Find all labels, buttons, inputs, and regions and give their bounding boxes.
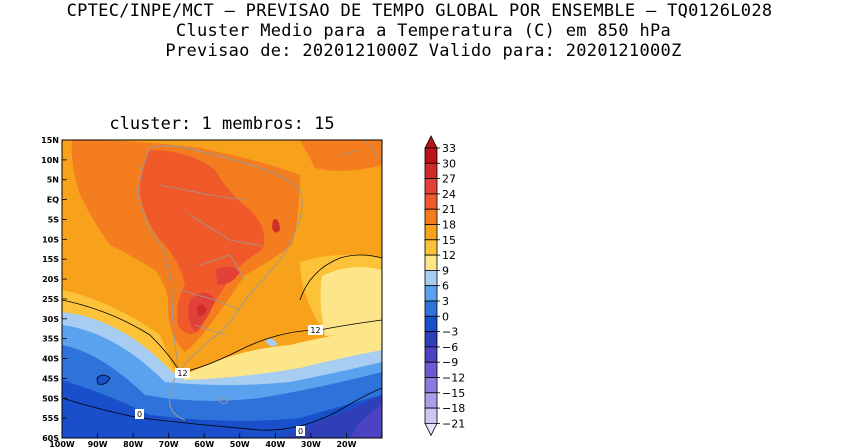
colorbar-label: 15 — [442, 234, 456, 247]
field-30-33-northeast — [272, 219, 280, 233]
lon-tick-label: 40W — [265, 440, 285, 448]
colorbar-label: −21 — [442, 417, 465, 430]
svg-text:12: 12 — [177, 369, 187, 378]
svg-text:0: 0 — [137, 410, 142, 419]
colorbar-swatch — [424, 331, 438, 348]
colorbar-swatch — [424, 224, 438, 241]
country-borders — [159, 184, 263, 336]
falklands-outline — [217, 398, 229, 404]
lake-patch — [265, 338, 278, 347]
field-21-24-northeast — [300, 140, 382, 171]
colorbar-bottom-arrow — [424, 423, 438, 437]
contour-label-12b: 12 — [175, 368, 190, 378]
colorbar-swatch — [424, 285, 438, 302]
field-minus9-minus6 — [350, 405, 382, 438]
colorbar-swatch — [424, 407, 438, 424]
colorbar-top-arrow — [424, 135, 438, 149]
field-27-30-chaco — [215, 266, 240, 285]
colorbar-swatch — [424, 315, 438, 332]
colorbar-swatch — [424, 178, 438, 195]
colorbar-label: −18 — [442, 402, 465, 415]
colorbar-label: 27 — [442, 173, 456, 186]
colorbar-swatch — [424, 361, 438, 378]
colorbar-label: 12 — [442, 249, 456, 262]
lat-tick-label: 55S — [42, 414, 59, 423]
colorbar-swatch — [424, 147, 438, 164]
lon-tick-label: 80W — [123, 440, 143, 448]
lat-tick-label: 50S — [42, 394, 59, 403]
lat-tick-label: 60S — [42, 434, 59, 443]
lat-tick-label: 10N — [41, 156, 59, 165]
lat-tick-label: 5N — [47, 176, 59, 185]
header-title-line1: CPTEC/INPE/MCT – PREVISAO DE TEMPO GLOBA… — [66, 1, 773, 21]
lat-tick-label: 40S — [42, 355, 59, 364]
colorbar-swatch — [424, 208, 438, 225]
map-field — [62, 140, 382, 438]
lon-tick-label: 60W — [194, 440, 214, 448]
field-30-33-land — [197, 304, 207, 317]
colorbar-label: 6 — [442, 280, 449, 293]
colorbar-label: 33 — [442, 142, 456, 155]
header-title-line3: Previsao de: 2020121000Z Valido para: 20… — [165, 41, 682, 61]
africa-coast — [339, 140, 381, 161]
colorbar-label: 30 — [442, 157, 456, 170]
colorbar-label: 3 — [442, 295, 449, 308]
svg-text:0: 0 — [298, 427, 303, 436]
temperature-map: 12 12 0 0 15N 10N 5N EQ 5S 10S 15S 20S 25S 30S 35S… — [41, 135, 465, 448]
lat-tick-label: EQ — [47, 196, 59, 205]
colorbar-label: −12 — [442, 372, 465, 385]
lon-tick-label: 30W — [301, 440, 321, 448]
contour-12-east — [299, 254, 382, 301]
lon-tick-label: 100W — [49, 440, 75, 448]
latitude-tick-labels: 15N 10N 5N EQ 5S 10S 15S 20S 25S 30S 35S 40S 45S 50S 5… — [41, 136, 67, 443]
colorbar-swatch — [424, 239, 438, 256]
lat-tick-label: 15S — [42, 255, 59, 264]
colorbar-label: −15 — [442, 387, 465, 400]
lon-tick-label: 70W — [159, 440, 179, 448]
field-24-27-land — [139, 150, 265, 334]
lat-tick-label: 20S — [42, 275, 59, 284]
lat-tick-label: 45S — [42, 374, 59, 383]
svg-text:12: 12 — [310, 326, 320, 335]
lon-tick-label: 90W — [88, 440, 108, 448]
colorbar-swatch — [424, 254, 438, 271]
map-frame — [61, 139, 383, 439]
header-title-line2: Cluster Medio para a Temperatura (C) em … — [175, 21, 672, 41]
contour-cold-spot — [96, 374, 111, 385]
colorbar-swatch — [424, 377, 438, 394]
colorbar-label: 0 — [442, 310, 449, 323]
colorbar-label: 21 — [442, 203, 456, 216]
lat-tick-label: 5S — [48, 215, 60, 224]
colorbar-label: 24 — [442, 188, 456, 201]
contour-0 — [62, 387, 382, 431]
colorbar-swatch — [424, 193, 438, 210]
lat-tick-label: 30S — [42, 315, 59, 324]
colorbar-label: −3 — [442, 326, 458, 339]
colorbar-swatch — [424, 392, 438, 409]
lon-tick-label: 20W — [336, 440, 356, 448]
colorbar-swatch — [424, 269, 438, 287]
contour-label-0a: 0 — [135, 409, 144, 419]
colorbar-label: −9 — [442, 356, 458, 369]
field-minus3-0 — [62, 380, 382, 438]
colorbar-label: 18 — [442, 219, 456, 232]
colorbar-swatch — [424, 162, 438, 180]
colorbar-label: 9 — [442, 264, 449, 277]
panel-title: cluster: 1 membros: 15 — [109, 114, 335, 134]
colorbar-swatch — [424, 346, 438, 363]
colorbar-label: −6 — [442, 341, 458, 354]
field-minus6-minus3 — [280, 395, 382, 438]
field-12-15-south — [180, 328, 382, 392]
lon-tick-label: 50W — [230, 440, 250, 448]
contour-label-12a: 12 — [308, 325, 323, 335]
field-12-15-east — [320, 267, 382, 336]
lat-tick-label: 25S — [42, 295, 59, 304]
contour-label-0b: 0 — [296, 426, 305, 436]
longitude-tick-labels: 100W 90W 80W 70W 60W 50W 40W 30W 20W — [49, 433, 357, 448]
colorbar-swatch — [424, 300, 438, 317]
lat-tick-label: 35S — [42, 335, 59, 344]
lat-tick-label: 10S — [42, 235, 59, 244]
lat-tick-label: 15N — [41, 136, 59, 145]
